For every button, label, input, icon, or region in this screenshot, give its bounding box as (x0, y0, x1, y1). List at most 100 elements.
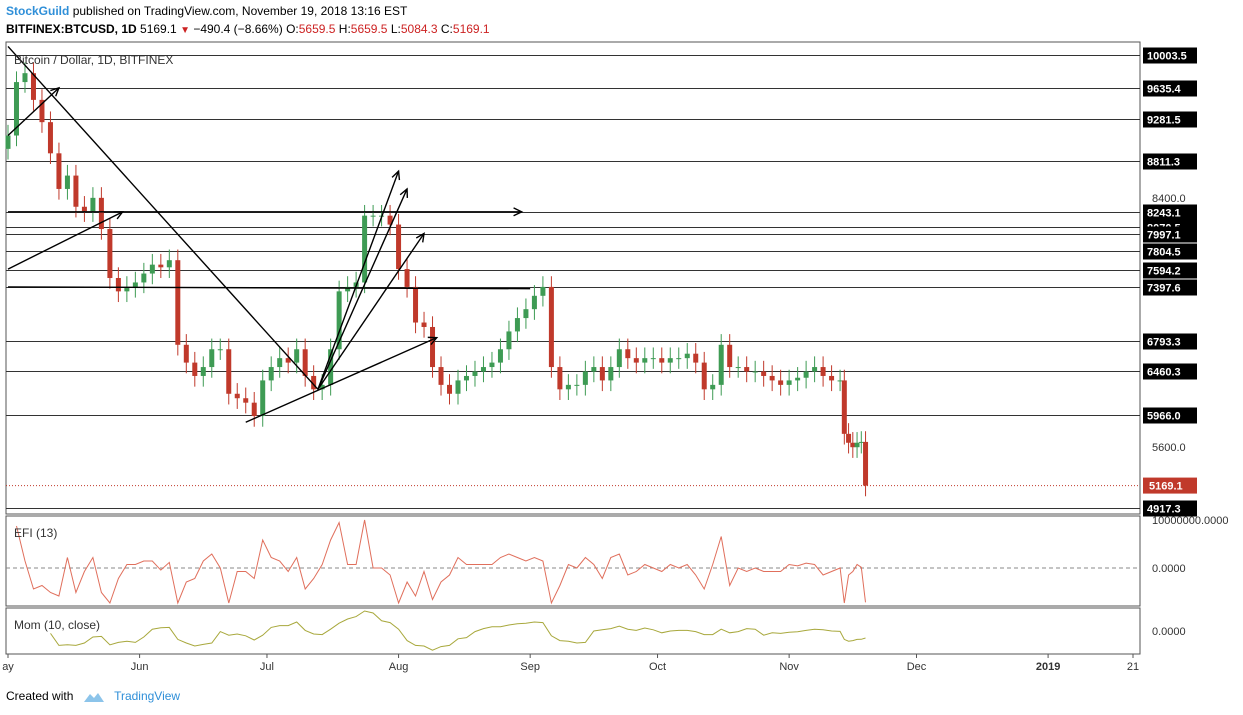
candle (769, 375, 775, 381)
level-label: 8811.3 (1147, 157, 1180, 169)
candle (30, 73, 36, 100)
candle (850, 442, 856, 448)
level-tag (1143, 333, 1197, 350)
open-value: 5659.5 (298, 22, 336, 36)
arrow-head (50, 86, 61, 97)
candle (447, 384, 453, 394)
footer: Created with TradingView (6, 689, 180, 703)
candle (608, 367, 614, 381)
arrow-head (427, 336, 439, 345)
level-tag (1143, 279, 1197, 296)
efi-line (16, 519, 866, 605)
candle (294, 349, 300, 363)
publish-info: StockGuild published on TradingView.com,… (6, 4, 407, 18)
candle (710, 384, 716, 390)
candle (778, 380, 784, 385)
candle (727, 344, 733, 368)
candle (115, 278, 121, 292)
author-name[interactable]: StockGuild (6, 4, 70, 18)
candle (362, 215, 368, 283)
candle (472, 371, 478, 376)
level-label: 10003.5 (1147, 51, 1187, 63)
y-tick-label: 5600.0 (1152, 442, 1186, 454)
change-value: −490.4 (−8.66%) (193, 22, 283, 36)
trend-line (7, 87, 60, 137)
candle (795, 377, 801, 381)
candle (124, 286, 130, 292)
candle (514, 318, 520, 332)
open-label: O: (286, 22, 299, 36)
main-pane-frame (5, 41, 1141, 515)
candle (633, 358, 639, 363)
candle (90, 197, 96, 212)
level-label: 4917.3 (1147, 504, 1181, 516)
x-tick-label: ay (2, 661, 14, 673)
last-price-tag (1143, 477, 1197, 494)
candle (183, 344, 189, 363)
high-value: 5659.5 (350, 22, 388, 36)
candle (107, 229, 113, 278)
candle (591, 367, 597, 372)
level-tag (1143, 262, 1197, 279)
level-tag (1143, 111, 1197, 128)
trend-line (245, 337, 438, 423)
level-label: 8243.1 (1147, 208, 1181, 220)
candle (463, 375, 469, 381)
candle (311, 375, 317, 390)
candle (56, 153, 62, 189)
candle (328, 349, 334, 385)
candle (506, 331, 512, 350)
candle (166, 260, 172, 268)
candle (540, 286, 546, 296)
candle (251, 402, 257, 417)
candle (565, 384, 571, 390)
candle (39, 99, 45, 123)
efi-pane-title: EFI (13) (14, 526, 58, 540)
candle (149, 264, 155, 274)
close-value: 5169.1 (452, 22, 490, 36)
candle (616, 349, 622, 368)
x-tick-label: Jun (131, 661, 149, 673)
candle (854, 442, 860, 448)
level-tag (1143, 153, 1197, 170)
close-label: C: (440, 22, 453, 36)
candle (531, 295, 537, 310)
candle (430, 326, 436, 368)
tradingview-link[interactable]: TradingView (114, 689, 181, 703)
candle (642, 358, 648, 363)
candle (158, 264, 164, 268)
candle (820, 367, 826, 376)
trend-line (7, 211, 123, 270)
candle (413, 286, 419, 323)
candle (837, 380, 843, 382)
x-tick-label: Nov (779, 661, 799, 673)
candle (625, 349, 631, 359)
candle (234, 393, 240, 399)
x-tick-label: Sep (520, 661, 540, 673)
candle (829, 375, 835, 381)
efi-top-label: 10000000.0000 (1152, 515, 1228, 527)
mom-zero-label: 0.0000 (1152, 626, 1186, 638)
level-tag (1143, 47, 1197, 64)
high-label: H: (338, 22, 351, 36)
level-label: 7804.5 (1147, 247, 1181, 259)
candle (285, 358, 291, 363)
candle (209, 349, 215, 368)
mom-pane-frame (5, 607, 1141, 655)
x-tick-label: 21 (1127, 661, 1139, 673)
arrow-head (399, 187, 409, 198)
candle (667, 358, 673, 363)
candle (557, 367, 563, 390)
candle (693, 353, 699, 363)
candle (64, 175, 70, 189)
candle (650, 358, 656, 360)
last-price-label: 5169.1 (1149, 481, 1183, 493)
candle (659, 358, 665, 363)
level-tag (1143, 407, 1197, 424)
candle (336, 291, 342, 350)
x-tick-label: Jul (260, 661, 274, 673)
low-label: L: (390, 22, 401, 36)
level-label: 6793.3 (1147, 337, 1181, 349)
candle (396, 224, 402, 270)
